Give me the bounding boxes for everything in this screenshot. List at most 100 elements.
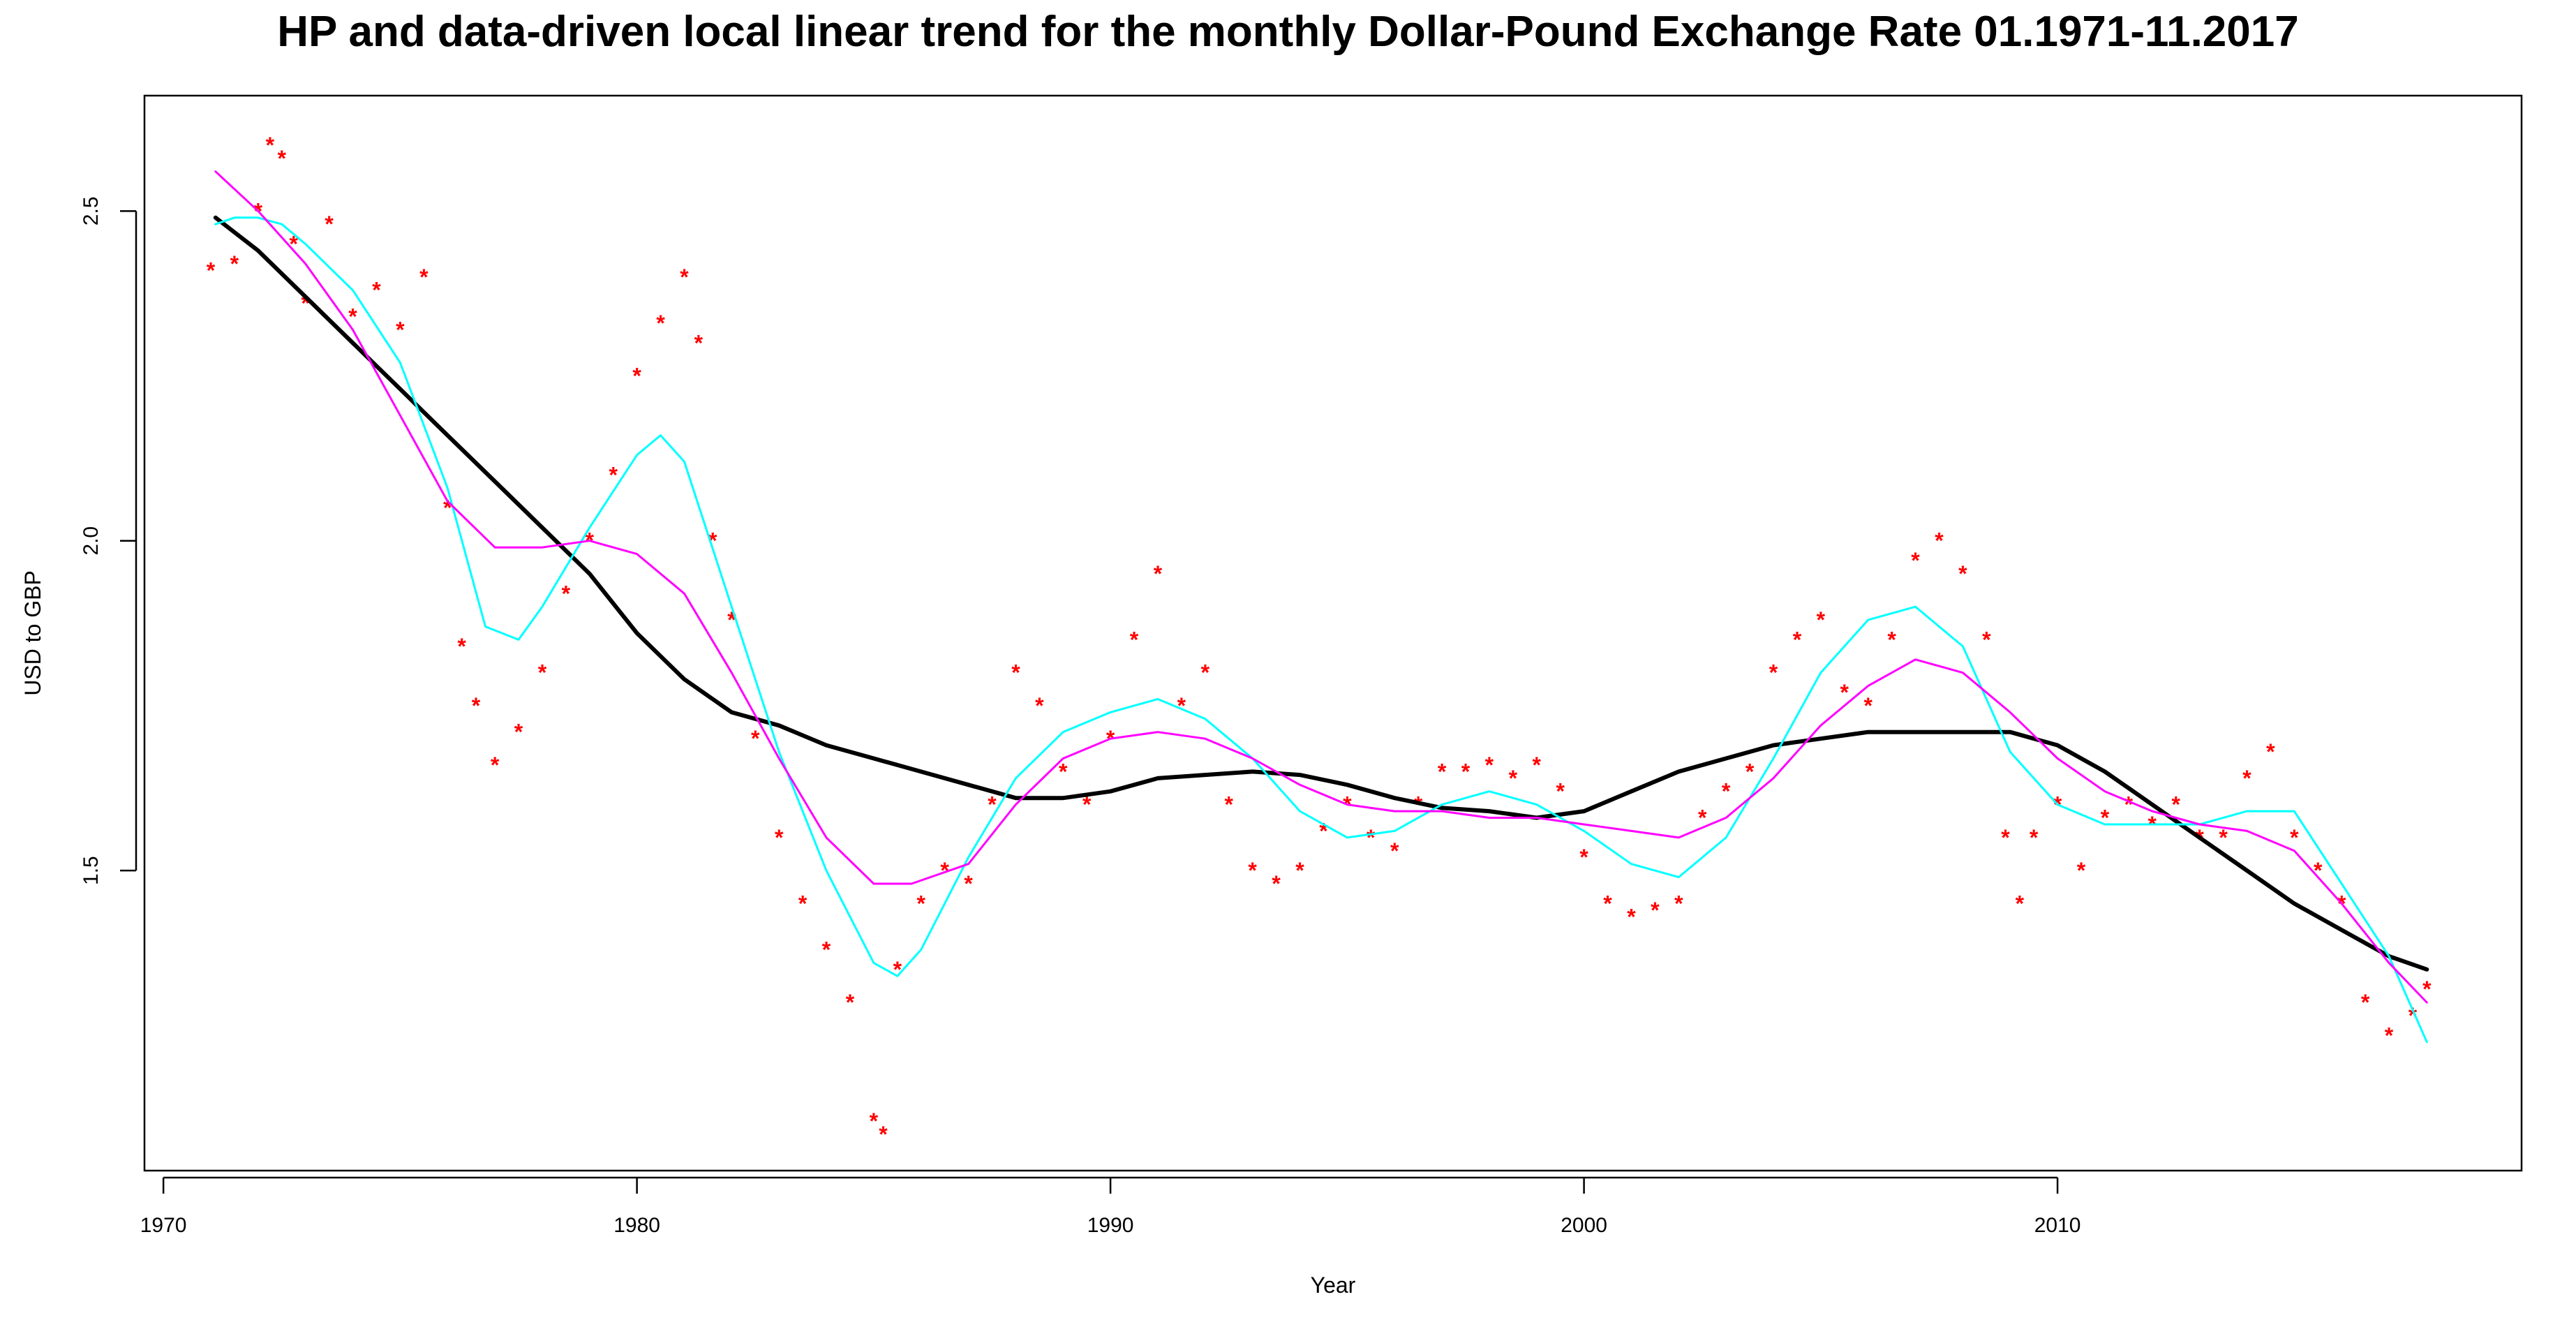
data-point: * <box>2385 1023 2394 1048</box>
data-point: * <box>680 265 689 290</box>
data-point: * <box>1130 627 1139 652</box>
data-point: * <box>443 495 452 520</box>
data-point: * <box>2242 766 2251 791</box>
data-point: * <box>325 212 334 237</box>
data-point: * <box>775 825 784 850</box>
data-point: * <box>1390 838 1399 863</box>
data-point: * <box>751 726 760 751</box>
data-point: * <box>1579 845 1588 870</box>
data-point: * <box>1272 871 1281 896</box>
data-point: * <box>2361 990 2370 1015</box>
data-point: * <box>514 720 523 745</box>
data-point: * <box>940 858 949 883</box>
x-tick-label: 1970 <box>140 1214 187 1237</box>
data-point: * <box>2001 825 2010 850</box>
data-point: * <box>1958 561 1967 586</box>
trend-line-cyan <box>214 216 2428 1044</box>
y-tick-label: 2.5 <box>80 196 103 225</box>
data-point: * <box>1674 891 1683 916</box>
data-point: * <box>694 330 703 355</box>
data-point: * <box>396 317 405 342</box>
data-point: * <box>2171 792 2180 817</box>
data-point: * <box>2101 806 2110 831</box>
data-point: * <box>964 871 973 896</box>
data-point: * <box>230 251 239 276</box>
data-point: * <box>1461 759 1471 784</box>
data-point: * <box>1154 561 1163 586</box>
data-point: * <box>1035 693 1044 718</box>
data-point: * <box>1201 660 1210 685</box>
data-points-layer: * * * * * * * * * * * * * * * * * * * * * * * * * * * * * * * * * * * * * * * *… <box>207 133 2432 1147</box>
trend-line-magenta <box>214 170 2428 1004</box>
y-axis-title: USD to GBP <box>20 570 45 696</box>
data-point: * <box>1745 759 1755 784</box>
data-point: * <box>419 265 429 290</box>
data-point: * <box>1295 858 1304 883</box>
data-point: * <box>609 462 618 487</box>
data-point: * <box>1556 779 1565 804</box>
data-point: * <box>1082 792 1092 817</box>
data-point: * <box>632 364 641 389</box>
data-point: * <box>289 232 298 257</box>
data-point: * <box>562 581 571 606</box>
data-point: * <box>1863 693 1873 718</box>
data-point: * <box>1248 858 1257 883</box>
data-point: * <box>1485 752 1494 778</box>
data-point: * <box>2290 825 2299 850</box>
data-point: * <box>822 937 831 962</box>
data-point: * <box>798 891 807 916</box>
data-point: * <box>870 1108 879 1134</box>
data-point: * <box>1817 607 1826 632</box>
data-point: * <box>2314 858 2323 883</box>
data-point: * <box>708 528 717 554</box>
data-point: * <box>348 304 357 329</box>
x-tick-label: 1990 <box>1087 1214 1134 1237</box>
data-point: * <box>1533 752 1542 778</box>
data-point: * <box>846 990 855 1015</box>
data-point: * <box>491 752 500 778</box>
data-point: * <box>278 146 287 171</box>
data-point: * <box>1603 891 1612 916</box>
data-point: * <box>2422 977 2432 1002</box>
data-point: * <box>1627 904 1636 929</box>
data-point: * <box>266 133 275 158</box>
data-point: * <box>1059 759 1068 784</box>
data-point: * <box>1651 898 1660 923</box>
trend-lines-layer <box>213 170 2429 1044</box>
data-point: * <box>1177 693 1186 718</box>
data-point: * <box>879 1122 888 1147</box>
x-tick-label: 2010 <box>2034 1214 2081 1237</box>
plot-frame <box>143 94 2523 1172</box>
data-point: * <box>656 311 665 336</box>
data-point: * <box>2266 739 2275 764</box>
data-point: * <box>2030 825 2039 850</box>
data-point: * <box>2077 858 2086 883</box>
y-tick-label: 2.0 <box>80 526 103 556</box>
data-point: * <box>1722 779 1731 804</box>
data-point: * <box>472 693 481 718</box>
data-point: * <box>2409 1003 2418 1028</box>
data-point: * <box>1509 766 1518 791</box>
data-point: * <box>1911 548 1920 573</box>
data-point: * <box>1793 627 1802 652</box>
data-point: * <box>2016 891 2025 916</box>
x-axis-title: Year <box>1311 1273 1356 1298</box>
data-point: * <box>916 891 925 916</box>
data-point: * <box>538 660 547 685</box>
data-point: * <box>1698 806 1707 831</box>
data-point: * <box>1225 792 1234 817</box>
data-point: * <box>207 258 216 283</box>
data-point: * <box>372 278 381 303</box>
data-point: * <box>1982 627 1991 652</box>
data-point: * <box>1438 759 1447 784</box>
data-point: * <box>1769 660 1778 685</box>
data-point: * <box>1367 825 1376 850</box>
chart-title: HP and data-driven local linear trend fo… <box>277 8 2299 56</box>
x-axis: 1970 1980 1990 2000 2010 <box>140 1176 2081 1237</box>
y-tick-label: 1.5 <box>80 856 103 885</box>
x-tick-label: 2000 <box>1561 1214 1607 1237</box>
data-point: * <box>2124 792 2134 817</box>
x-tick-label: 1980 <box>613 1214 660 1237</box>
y-axis: 1.5 2.0 2.5 <box>80 196 137 885</box>
